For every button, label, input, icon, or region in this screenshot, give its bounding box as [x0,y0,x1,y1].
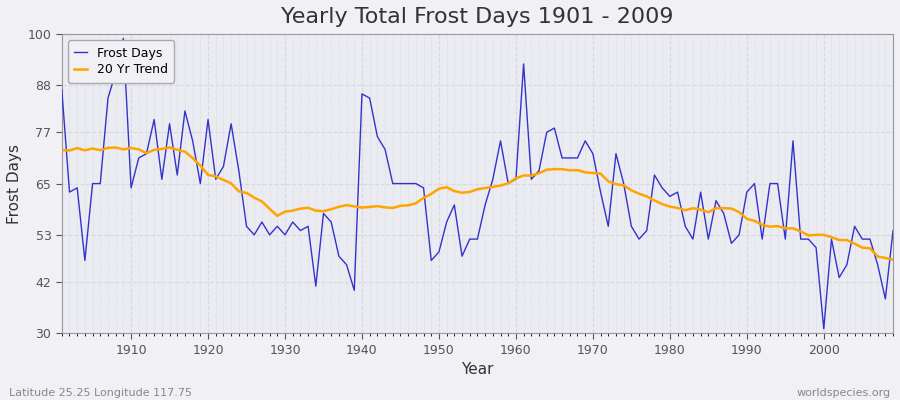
20 Yr Trend [118,147,129,152]
Title: Yearly Total Frost Days 1901 - 2009: Yearly Total Frost Days 1901 - 2009 [281,7,674,27]
Frost Days [118,36,129,41]
20 Yr Trend [295,206,306,211]
Y-axis label: Frost Days: Frost Days [7,144,22,224]
Frost Days [295,228,306,233]
20 Yr Trend [518,173,529,178]
Legend: Frost Days, 20 Yr Trend: Frost Days, 20 Yr Trend [68,40,174,82]
20 Yr Trend [341,203,352,208]
Frost Days [818,326,829,331]
Frost Days [126,186,137,190]
Line: Frost Days: Frost Days [62,38,893,329]
Frost Days [887,228,898,233]
20 Yr Trend [510,176,521,181]
X-axis label: Year: Year [461,362,494,377]
20 Yr Trend [887,257,898,262]
Frost Days [510,177,521,182]
Line: 20 Yr Trend: 20 Yr Trend [62,147,893,260]
20 Yr Trend [610,182,621,186]
Frost Days [610,151,621,156]
Frost Days [57,87,68,92]
Text: worldspecies.org: worldspecies.org [796,388,891,398]
Text: Latitude 25.25 Longitude 117.75: Latitude 25.25 Longitude 117.75 [9,388,192,398]
20 Yr Trend [57,148,68,152]
Frost Days [341,262,352,267]
Frost Days [518,62,529,66]
20 Yr Trend [164,145,175,150]
